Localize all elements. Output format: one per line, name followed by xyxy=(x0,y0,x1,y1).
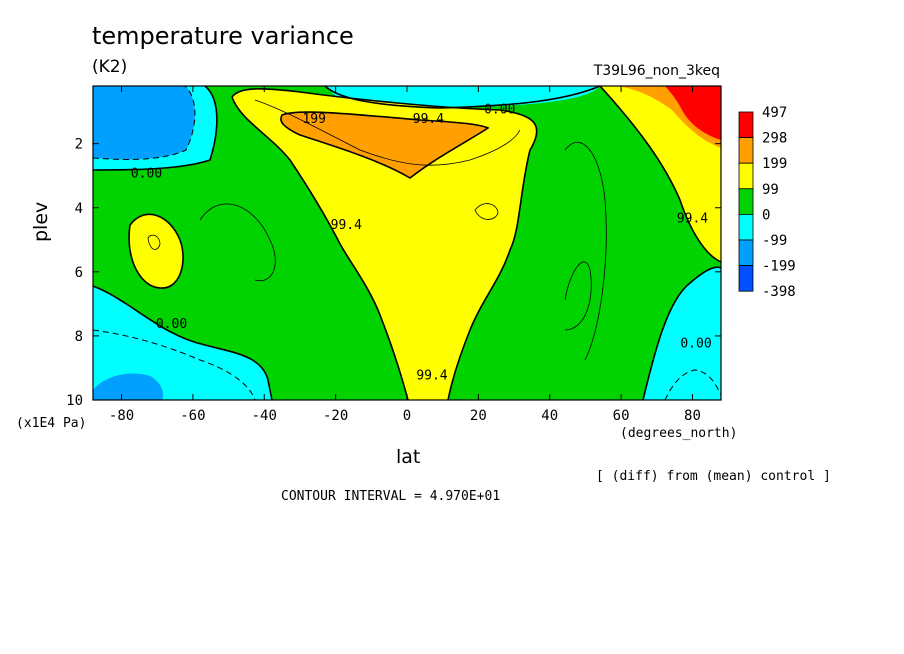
y-tick-label: 8 xyxy=(75,329,83,345)
colorbar-swatch xyxy=(738,137,754,164)
contour-50-south xyxy=(199,203,276,282)
fill-band-red-northpole xyxy=(665,86,721,140)
colorbar-swatch xyxy=(738,111,754,139)
contour-0-northeast xyxy=(642,266,721,400)
fill-band-yellow-southern-blob xyxy=(129,214,184,289)
colorbar-label: 199 xyxy=(762,156,787,172)
contour-149-small xyxy=(474,203,499,220)
x-tick-label: 40 xyxy=(541,408,558,424)
fill-band-yellow-northpole xyxy=(600,86,721,262)
contour-neg99-southpole xyxy=(93,86,196,161)
x-tick-label: -80 xyxy=(109,408,134,424)
fill-band-yellow-tropics xyxy=(232,88,537,400)
fill-band-blue-southpole xyxy=(93,86,195,160)
contour-label: 99.4 xyxy=(677,211,708,226)
colorbar-label: 0 xyxy=(762,207,770,223)
contour-label: 0.00 xyxy=(680,336,711,351)
x-tick-label: -20 xyxy=(323,408,348,424)
contour-lines xyxy=(93,86,721,400)
x-axis-label: lat xyxy=(396,446,421,468)
x-axis-unit: (degrees_north) xyxy=(620,426,738,441)
contour-label: 99.4 xyxy=(331,218,362,233)
contour-neg50-northeast xyxy=(664,369,721,400)
contour-neg50-southwest xyxy=(93,329,256,400)
contour-label: 0.00 xyxy=(131,167,162,182)
colorbar-label: 497 xyxy=(762,105,787,121)
colorbar-swatch xyxy=(738,188,754,215)
contour-99-tropics xyxy=(231,88,538,400)
contour-label: 0.00 xyxy=(484,102,515,117)
contour-149-southern xyxy=(147,234,161,250)
y-tick-label: 4 xyxy=(75,201,83,217)
colorbar-label: -99 xyxy=(762,233,787,249)
colorbar-label: -199 xyxy=(762,259,796,275)
contour-label: 199 xyxy=(302,112,325,127)
contour-50-north xyxy=(564,141,607,361)
chart-title: temperature variance xyxy=(92,22,354,50)
x-tick-label: -60 xyxy=(180,408,205,424)
y-tick-label: 10 xyxy=(66,393,83,409)
colorbar-label: -398 xyxy=(762,284,796,300)
x-ticks: -80 -60 -40 -20 0 20 40 60 80 xyxy=(109,86,701,424)
colorbar-label: 298 xyxy=(762,131,787,147)
y-ticks: 2 4 6 8 10 xyxy=(66,137,721,409)
colorbar-swatch xyxy=(738,162,754,190)
colorbar-swatch xyxy=(738,265,754,292)
contour-0-southpole xyxy=(93,86,218,171)
fill-band-blue-southwest xyxy=(93,373,164,400)
diff-note: [ (diff) from (mean) control ] xyxy=(596,469,831,484)
contour-50-north-lower xyxy=(564,261,592,331)
contour-label-layer: 0.00 199 99.4 0.00 99.4 99.4 0.00 99.4 0.00 xyxy=(131,102,712,383)
contour-199-tropics xyxy=(280,111,490,179)
contour-0-southwest xyxy=(93,285,273,400)
contour-label: 99.4 xyxy=(416,368,447,383)
x-tick-label: 80 xyxy=(684,408,701,424)
x-tick-label: 0 xyxy=(403,408,411,424)
contour-0-top xyxy=(324,86,601,109)
colorbar-label: 99 xyxy=(762,182,779,198)
contour-interval: CONTOUR INTERVAL = 4.970E+01 xyxy=(281,489,501,504)
colorbar-swatch xyxy=(738,213,754,241)
contour-99-northpole xyxy=(599,86,721,263)
x-tick-label: 60 xyxy=(613,408,630,424)
x-tick-label: 20 xyxy=(470,408,487,424)
fill-band-orange-tropics xyxy=(280,112,488,178)
contour-99-southern-blob xyxy=(128,213,184,289)
contour-label: 99.4 xyxy=(413,112,444,127)
run-label: T39L96_non_3keq xyxy=(593,63,720,79)
x-tick-label: -40 xyxy=(252,408,277,424)
colorbar-swatch xyxy=(738,239,754,267)
chart-units: (K2) xyxy=(92,57,128,77)
fill-band-cyan-northeast xyxy=(643,267,721,400)
colorbar: 497 298 199 99 0 -99 -199 -398 xyxy=(738,105,796,300)
contour-label: 0.00 xyxy=(156,317,187,332)
y-tick-label: 2 xyxy=(75,137,83,153)
contour-fill xyxy=(93,86,721,400)
contour-149-tropics xyxy=(254,99,521,166)
contour-99-tropics-south xyxy=(231,96,409,400)
y-axis-unit: (x1E4 Pa) xyxy=(16,416,87,431)
y-tick-label: 6 xyxy=(75,265,83,281)
